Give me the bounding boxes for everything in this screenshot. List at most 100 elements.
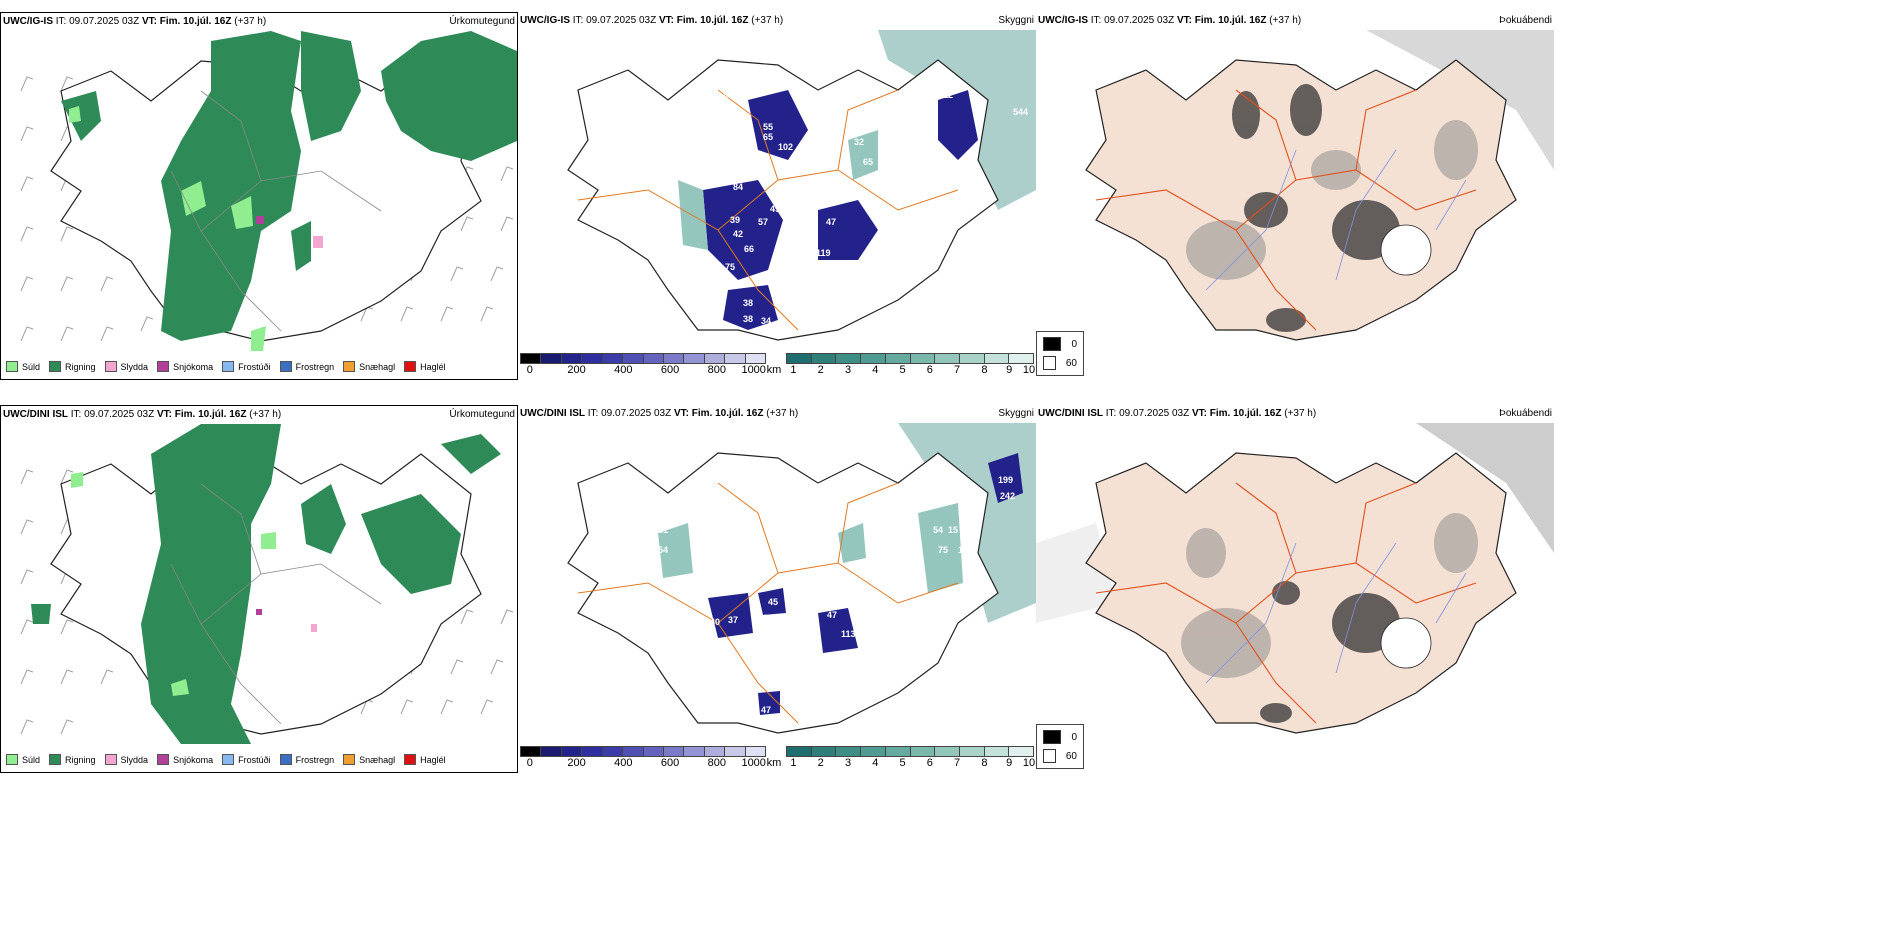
legend-swatch <box>6 361 18 372</box>
fog-panel-1: UWC/IG-IS IT: 09.07.2025 03Z VT: Fim. 10… <box>1036 12 1554 380</box>
cloud-label: 38 <box>743 298 753 308</box>
colorbar-cell <box>745 354 766 363</box>
lead-time: (+37 h) <box>766 408 799 419</box>
cloud-labels: 40 64 37 51 45 52 47 113 82 47 199 242 5… <box>658 475 1015 717</box>
fog-map <box>1036 30 1554 380</box>
model-name: UWC/IG-IS <box>1038 15 1088 26</box>
colorbar-cell <box>602 354 624 363</box>
snow-area <box>256 609 262 615</box>
colorbar-cell <box>935 747 960 756</box>
legend-swatch <box>49 361 62 372</box>
cloud-base-colorbar: m 0 200 400 600 800 1000 <box>520 353 766 377</box>
colorbar-cell <box>1009 354 1034 363</box>
roads <box>1095 89 1477 331</box>
legend-swatch <box>404 754 417 765</box>
it-label: IT: <box>70 409 82 420</box>
fog-legend: 0 60 <box>1036 724 1084 769</box>
lead-time: (+37 h) <box>751 15 784 26</box>
colorbar-cell <box>959 354 985 363</box>
cloud-label: 83 <box>723 90 733 100</box>
fog-legend-item: 60 <box>1043 749 1077 763</box>
cloud-label: 15 <box>948 525 958 535</box>
legend-swatch <box>1043 730 1062 744</box>
legend-item: Snæhagl <box>343 754 395 765</box>
colorbar-cell <box>725 747 746 756</box>
cloud-label: 64 <box>693 535 703 545</box>
legend-item: Frostregn <box>279 361 334 372</box>
panel-header: UWC/DINI ISL IT: 09.07.2025 03Z VT: Fim.… <box>1038 408 1316 419</box>
legend-item: Frostúði <box>222 361 271 372</box>
legend-swatch <box>157 754 170 765</box>
legend-item: Snjókoma <box>157 754 213 765</box>
legend-item: Slydda <box>104 754 148 765</box>
vt-value: Fim. 10.júl. 16Z <box>1209 408 1282 419</box>
cloud-label: 113 <box>841 629 856 639</box>
colorbar-cell <box>521 354 542 363</box>
visibility-colorbar: km 1 2 3 4 5 6 7 8 9 10 <box>767 746 1035 770</box>
legend-item: Rigning <box>49 754 96 765</box>
vt-label: VT: <box>141 16 157 27</box>
vt-value: Fim. 10.júl. 16Z <box>676 15 749 26</box>
colorbar-cell <box>1009 747 1034 756</box>
fog-map <box>1036 423 1554 773</box>
cloud-label: 52 <box>758 613 768 623</box>
colorbar-cell <box>725 354 746 363</box>
cloud-map: 40 64 37 51 45 52 47 113 82 47 199 242 5… <box>518 423 1036 743</box>
colorbar-cell <box>561 354 583 363</box>
legend-swatch <box>404 361 417 372</box>
colorbar-cell <box>811 354 837 363</box>
cloud-label: 119 <box>816 248 831 258</box>
vt-label: VT: <box>658 15 674 26</box>
cloud-label: 39 <box>730 215 740 225</box>
legend-item: Snæhagl <box>343 361 395 372</box>
snow-area <box>256 216 264 224</box>
colorbar-cell <box>885 747 911 756</box>
colorbar-cell <box>836 747 862 756</box>
cloud-label: 199 <box>998 475 1013 485</box>
roads <box>170 90 382 332</box>
cloud-label: 34 <box>761 316 771 326</box>
fog-panel-2: UWC/DINI ISL IT: 09.07.2025 03Z VT: Fim.… <box>1036 405 1554 773</box>
cloud-label: 82 <box>743 707 753 717</box>
rain-areas <box>31 424 501 744</box>
cloud-label: 75 <box>938 545 948 555</box>
it-label: IT: <box>1090 15 1102 26</box>
colorbar-cell <box>623 747 644 756</box>
panel-header: UWC/IG-IS IT: 09.07.2025 03Z VT: Fim. 10… <box>520 15 783 26</box>
precip-map <box>1 424 517 772</box>
precip-legend: Súld Rigning Slydda Snjókoma Frostúði Fr… <box>6 361 455 372</box>
vt-value: Fim. 10.júl. 16Z <box>1194 15 1267 26</box>
roads <box>170 483 382 725</box>
legend-swatch <box>1043 356 1056 370</box>
legend-swatch <box>104 361 117 372</box>
cloud-base-colorbar: m 0 200 400 600 800 1000 <box>520 746 766 770</box>
panel-title: Þokuábendi <box>1499 15 1552 26</box>
cloud-label: 42 <box>736 114 746 124</box>
fog-legend-item: 0 <box>1043 337 1077 351</box>
colorbar-cell <box>984 747 1010 756</box>
panel-header: UWC/DINI ISL IT: 09.07.2025 03Z VT: Fim.… <box>520 408 798 419</box>
precip-legend: Súld Rigning Slydda Snjókoma Frostúði Fr… <box>6 754 455 765</box>
colorbar-cell <box>910 354 936 363</box>
legend-swatch <box>49 754 62 765</box>
precip-panel-1: UWC/IG-IS IT: 09.07.2025 03Z VT: Fim. 10… <box>0 12 518 380</box>
lead-time: (+37 h) <box>1269 15 1302 26</box>
lead-time: (+37 h) <box>249 409 282 420</box>
cloud-label: 40 <box>741 279 751 289</box>
vt-value: Fim. 10.júl. 16Z <box>159 16 232 27</box>
cloud-label: 40 <box>710 617 720 627</box>
legend-swatch <box>279 754 292 765</box>
it-value: 09.07.2025 03Z <box>601 408 672 419</box>
low-cloud-areas <box>708 453 1023 715</box>
legend-item: Slydda <box>104 361 148 372</box>
cloud-label: 242 <box>1000 491 1015 501</box>
it-label: IT: <box>572 15 584 26</box>
panel-title: Úrkomutegund <box>449 409 515 420</box>
rivers <box>1205 149 1467 291</box>
roads <box>577 482 959 724</box>
colorbar-cell <box>861 354 886 363</box>
cloud-label: 55 <box>763 122 773 132</box>
colorbar-cell <box>623 354 644 363</box>
cloud-label: 51 <box>713 647 723 657</box>
cloud-label: 12 <box>958 545 968 555</box>
